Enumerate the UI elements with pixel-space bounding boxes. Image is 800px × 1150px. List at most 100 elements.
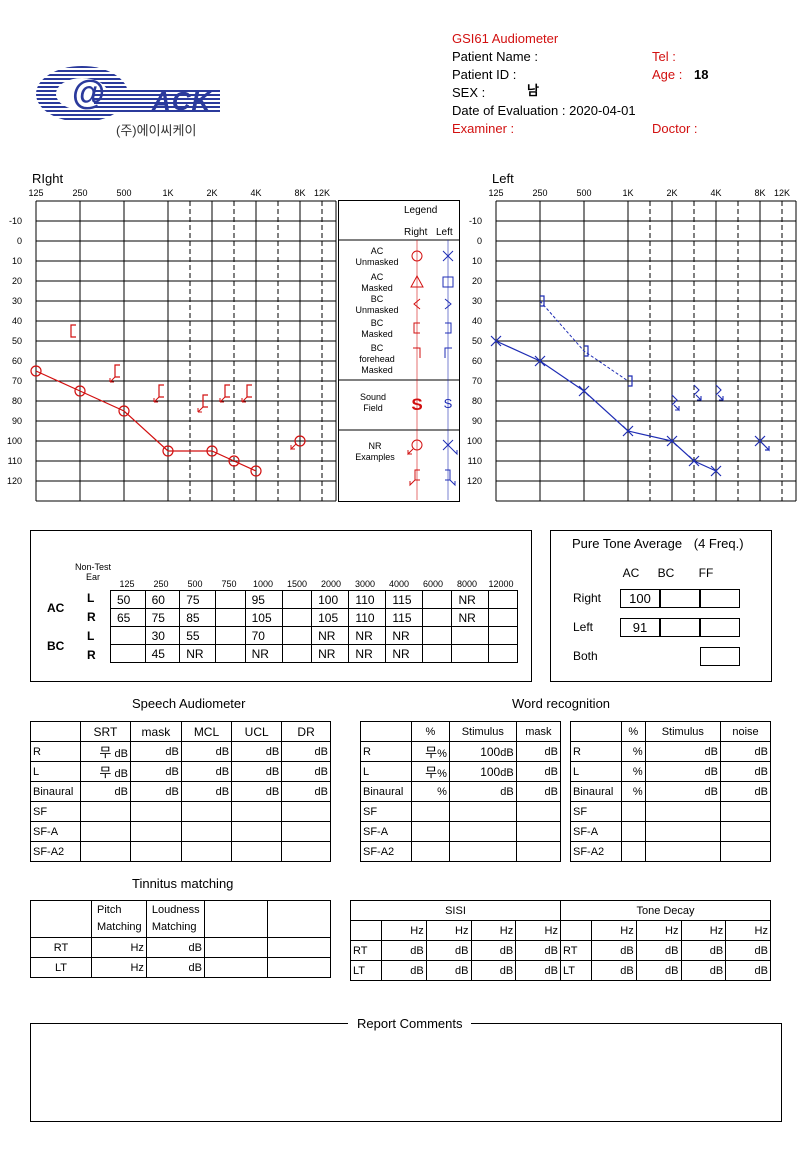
- speech-header-cell: MCL: [180, 721, 233, 742]
- examiner-label: Examiner :: [452, 121, 515, 136]
- right-nr-arrow: [219, 396, 226, 403]
- legend-row-label: AC Unmasked: [340, 246, 414, 268]
- speech-row-label: SF-A: [30, 821, 81, 842]
- word-table-1: % Stimulus mask R 무% 100dB dB L 무% 100dB dB Binaura…: [360, 721, 562, 862]
- speech-value-cell: dB: [180, 741, 233, 762]
- unit-db: dB: [165, 765, 179, 778]
- word-value-cell: dB: [515, 781, 562, 802]
- unit-db: dB: [165, 785, 179, 798]
- threshold-freq-label: 6000: [422, 579, 444, 589]
- word-value-cell: %: [621, 741, 646, 762]
- header-line: Matching: [151, 921, 197, 933]
- speech-value-cell: 무 dB: [79, 741, 131, 762]
- pta-value-box: [660, 618, 700, 637]
- speech-value-cell: [281, 821, 331, 842]
- device-name: GSI61 Audiometer: [452, 31, 559, 46]
- threshold-freq-label: 12000: [488, 579, 514, 589]
- unit-db: dB: [754, 745, 768, 758]
- table-row: Pitch Matching Loudness Matching: [30, 900, 331, 938]
- unit-hz: Hz: [680, 920, 727, 941]
- speech-value-cell: [281, 841, 331, 862]
- left-ac-point: [666, 435, 678, 447]
- legend-nr-arrow-icon: [407, 448, 414, 456]
- speech-value-cell: dB: [129, 781, 182, 802]
- threshold-freq-label: 125: [119, 579, 135, 589]
- db-tick-label: 80: [12, 396, 22, 406]
- right-nr-arrow: [197, 406, 204, 413]
- decay-row-label: LT: [560, 960, 592, 981]
- age-value: 18: [694, 67, 709, 82]
- speech-value-cell: [129, 801, 182, 822]
- word-header-cell: noise: [719, 721, 772, 742]
- pta-row-label: Both: [573, 649, 598, 663]
- pta-row-label: Left: [573, 620, 594, 634]
- empty-cell: [204, 900, 268, 938]
- db-tick-label: 70: [12, 376, 22, 386]
- speech-value-cell: [231, 841, 283, 862]
- logo-subtext: (주)에이씨케이: [116, 123, 197, 138]
- threshold-ear-label: R: [87, 610, 96, 624]
- word-row-label: SF-A2: [570, 841, 622, 862]
- speech-table: SRT mask MCL UCL DR R 무 dB dB dB dB dB L 무 dB dB dB dB d…: [30, 721, 331, 862]
- legend-label-line: Unmasked: [355, 257, 399, 267]
- patient-id-label: Patient ID :: [452, 67, 517, 82]
- left-bc-line: [539, 300, 629, 382]
- word-value-cell: [719, 821, 772, 842]
- right-ac-point: [206, 445, 218, 457]
- threshold-cell: [422, 608, 453, 627]
- unit-db: dB: [314, 785, 328, 798]
- unit-hz: Hz: [515, 920, 561, 941]
- db-tick-label: 100: [467, 436, 482, 446]
- sisi-row-label: LT: [350, 960, 382, 981]
- word-pct-value: 무: [425, 765, 438, 780]
- freq-tick-label: 12K: [774, 188, 790, 198]
- unit-db: dB: [500, 746, 514, 759]
- unit-db: dB: [544, 785, 558, 798]
- pitch-header-cell: Pitch Matching: [91, 900, 147, 938]
- unit-hz: Hz: [591, 920, 637, 941]
- unit-db: dB: [215, 785, 230, 798]
- left-bc-point: [540, 295, 545, 307]
- empty-cell: [267, 900, 331, 938]
- speech-value-cell: dB: [180, 761, 233, 782]
- unit-pct: %: [632, 785, 643, 798]
- legend-right-bc-unmasked-icon: [413, 298, 421, 310]
- threshold-cell: [487, 626, 519, 645]
- db-tick-label: 80: [472, 396, 482, 406]
- legend-label-line: Unmasked: [355, 305, 399, 315]
- word-row-label: Binaural: [570, 781, 622, 802]
- pta-value-box: [660, 589, 700, 608]
- right-ac-line: [35, 370, 257, 472]
- db-tick-label: 20: [472, 276, 482, 286]
- threshold-cell: 100: [311, 590, 350, 609]
- table-row: SF: [360, 801, 562, 822]
- legend-left-nr-bc-icon: [445, 469, 456, 487]
- word-value-cell: dB: [719, 761, 772, 782]
- unit-hz: Hz: [91, 957, 147, 978]
- speech-header-cell: DR: [281, 721, 331, 742]
- empty-cell: [267, 957, 331, 978]
- word-value-cell: [644, 821, 721, 842]
- right-bc-point: [202, 394, 208, 408]
- speech-value-cell: 무 dB: [79, 761, 131, 782]
- speech-value-cell: [79, 821, 131, 842]
- unit-db: dB: [544, 765, 558, 778]
- speech-value-cell: [129, 821, 182, 842]
- legend-right-bc-forehead-icon: [413, 347, 421, 358]
- left-ac-nr-point: [754, 435, 770, 452]
- report-box[interactable]: [30, 1023, 782, 1122]
- word-row-label: SF-A2: [360, 841, 412, 862]
- speech-value-cell: dB: [281, 781, 331, 802]
- threshold-cell: 115: [385, 608, 424, 627]
- speech-title: Speech Audiometer: [132, 696, 246, 711]
- pta-value-box: 100: [620, 589, 660, 608]
- word-value-cell: [719, 841, 772, 862]
- tinnitus-table: Pitch Matching Loudness Matching RT Hz dB LT Hz d…: [30, 900, 331, 978]
- threshold-cell: [451, 626, 489, 645]
- word-value-cell: [411, 821, 450, 842]
- word-value-cell: %: [411, 781, 450, 802]
- unit-pct: %: [437, 785, 447, 798]
- threshold-cell: [281, 644, 313, 663]
- pta-title-text: Pure Tone Average: [572, 536, 683, 551]
- tinnitus-row-label: RT: [30, 937, 92, 958]
